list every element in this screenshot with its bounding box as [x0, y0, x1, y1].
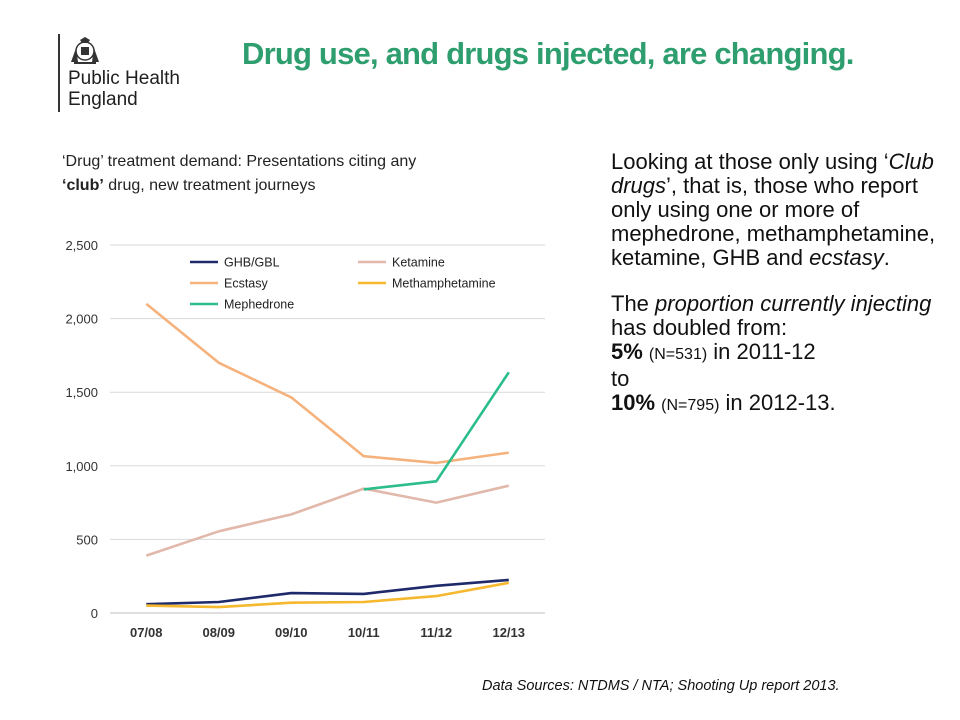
- p1-italic-2: ecstasy: [809, 245, 884, 270]
- chart-caption: ‘Drug’ treatment demand: Presentations c…: [62, 150, 562, 198]
- phe-logo: Public Health England: [58, 34, 208, 114]
- series-line-ecstasy: [145, 302, 509, 465]
- legend-label: Ecstasy: [224, 277, 269, 291]
- x-tick-label: 08/09: [202, 625, 235, 640]
- commentary-paragraph-1: Looking at those only using ‘Club drugs’…: [611, 150, 941, 270]
- legend-label: Mephedrone: [224, 298, 294, 312]
- page-title: Drug use, and drugs injected, are changi…: [242, 36, 854, 71]
- data-source-note: Data Sources: NTDMS / NTA; Shooting Up r…: [482, 678, 840, 694]
- series-line-ghb-gbl: [146, 578, 509, 606]
- caption-line1: ‘Drug’ treatment demand: Presentations c…: [62, 153, 417, 170]
- n-2011: (N=531): [648, 346, 708, 363]
- p1-text-a: Looking at those only using ‘: [611, 149, 889, 174]
- series-line-ketamine: [145, 484, 510, 557]
- y-tick-label: 500: [76, 532, 98, 547]
- series-line-methamphetamine: [146, 581, 510, 609]
- y-tick-label: 2,000: [65, 312, 98, 327]
- p2-text-a: The: [611, 291, 656, 316]
- legend-label: Ketamine: [392, 256, 445, 270]
- to-text: to: [611, 366, 630, 391]
- caption-line2: drug, new treatment journeys: [103, 177, 316, 194]
- legend-label: Methamphetamine: [392, 277, 496, 291]
- logo-divider: [58, 34, 60, 112]
- p2-text-b: has doubled from:: [611, 315, 788, 340]
- y-tick-label: 1,500: [65, 385, 98, 400]
- x-tick-label: 09/10: [275, 625, 308, 640]
- commentary-paragraph-2: The proportion currently injecting has d…: [611, 292, 941, 418]
- p1-italic: Club drugs: [611, 149, 934, 198]
- p2-italic: proportion currently injecting: [655, 291, 932, 316]
- y-tick-label: 2,500: [65, 238, 98, 253]
- royal-crest-icon: [71, 37, 99, 64]
- side-commentary: Looking at those only using ‘Club drugs’…: [611, 150, 941, 418]
- logo-line1: Public Health: [68, 68, 180, 89]
- caption-bold-word: ‘club’: [62, 177, 104, 194]
- x-tick-label: 07/08: [130, 625, 163, 640]
- year-2012: in 2012-13.: [719, 390, 836, 415]
- x-tick-label: 11/12: [420, 625, 452, 640]
- line-chart: 0 500 1,000 1,500 2,000 2,500 07/08 08/09 09/10 1…: [65, 238, 545, 640]
- y-tick-label: 1,000: [65, 459, 98, 474]
- year-2011: in 2011-12: [707, 339, 816, 364]
- y-tick-label: 0: [91, 606, 98, 621]
- p1-text-c: .: [883, 245, 890, 270]
- x-tick-label: 10/11: [348, 625, 380, 640]
- legend-label: GHB/GBL: [224, 256, 280, 270]
- logo-line2: England: [68, 89, 138, 110]
- n-2012: (N=795): [661, 397, 720, 414]
- p1-text-b: ’, that is, those who report only using …: [611, 173, 936, 270]
- series-line-mephedrone: [363, 371, 510, 491]
- logo-wordmark: Public Health England: [68, 68, 180, 110]
- pct-2012: 10%: [611, 390, 656, 415]
- x-tick-label: 12/13: [492, 625, 525, 640]
- pct-2011: 5%: [611, 339, 643, 364]
